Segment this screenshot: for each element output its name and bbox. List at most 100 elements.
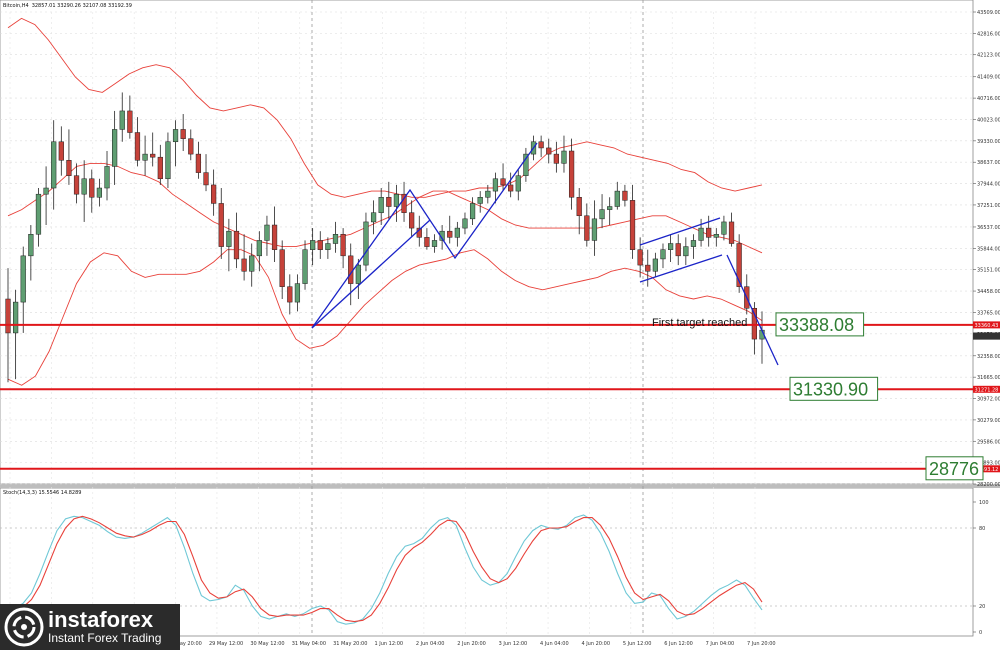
stoch-tick-label: 20 — [979, 604, 985, 610]
candle — [728, 212, 735, 247]
candle — [485, 184, 491, 204]
candle — [447, 215, 453, 244]
candle — [43, 166, 49, 226]
candle-body — [523, 153, 529, 176]
candle-body — [515, 175, 521, 192]
candle — [150, 132, 156, 167]
pattern-line — [311, 219, 431, 329]
time-tick-label: 30 May 12:00 — [250, 641, 284, 647]
candle — [172, 120, 179, 167]
candle-body — [5, 298, 11, 334]
pattern-line — [639, 254, 723, 283]
price-tick-label: 32358.00 — [977, 354, 1000, 360]
time-tick-label: 7 Jun 04:00 — [706, 641, 735, 647]
time-tick-label: 2 Jun 04:00 — [416, 641, 445, 647]
candle — [279, 240, 285, 300]
price-tick-label: 28893.00 — [977, 461, 1000, 467]
candle — [73, 163, 80, 204]
price-tick-label: 35151.00 — [977, 268, 1000, 274]
candle-body — [424, 237, 430, 247]
candle-body — [386, 197, 392, 207]
candle — [645, 249, 651, 287]
candle-body — [119, 110, 125, 130]
price-tick-label: 28200.00 — [977, 482, 1000, 488]
candle-body — [127, 110, 133, 133]
candle — [271, 206, 278, 263]
candle-body — [599, 209, 605, 220]
price-tick-label: 41409.00 — [977, 75, 1000, 81]
candle — [546, 138, 552, 164]
candle — [157, 144, 163, 185]
time-tick-label: 28 May 20:00 — [168, 641, 202, 647]
candle — [584, 203, 590, 247]
candle — [340, 228, 346, 269]
candle — [409, 200, 415, 238]
target-label-box — [775, 312, 865, 337]
candle — [386, 181, 392, 219]
candle-body — [89, 178, 95, 198]
price-level-box-label: 33360.43 — [975, 323, 999, 329]
candle-body — [683, 246, 689, 257]
candle-body — [629, 200, 636, 250]
candle — [211, 169, 217, 216]
candle-body — [363, 221, 369, 266]
candle — [332, 221, 339, 253]
candle-body — [447, 230, 453, 238]
price-tick-label: 29586.00 — [977, 439, 1000, 445]
candle-body — [667, 243, 674, 250]
candle-body — [165, 141, 171, 180]
candle-body — [73, 175, 80, 195]
candle — [180, 114, 186, 152]
candle — [203, 154, 209, 192]
candle-body — [195, 153, 202, 173]
candle — [660, 243, 666, 269]
candle — [20, 246, 26, 333]
candle — [249, 243, 255, 287]
price-tick-label: 36537.00 — [977, 225, 1000, 231]
candle-body — [249, 255, 255, 272]
candle — [698, 218, 704, 247]
price-tick-label: 35844.00 — [977, 246, 1000, 252]
symbol-header: Bitcoin,H4 32857.01 33290.26 32107.08 331… — [3, 3, 132, 9]
price-tick-label: 34458.00 — [977, 289, 1000, 295]
candle-body — [355, 264, 361, 284]
candle-body — [43, 187, 49, 195]
candle-body — [150, 153, 156, 158]
candle-body — [698, 227, 704, 241]
candle-body — [492, 178, 499, 192]
candle — [89, 169, 95, 213]
candle — [241, 234, 247, 281]
bollinger-upper — [7, 17, 763, 198]
candle — [51, 120, 57, 210]
candle — [401, 181, 407, 222]
price-tick-label: 33765.00 — [977, 310, 1000, 316]
time-tick-label: 5 Jun 12:00 — [623, 641, 652, 647]
target-label-text: 31330.90 — [793, 379, 868, 399]
candle — [591, 200, 598, 256]
candle — [515, 169, 521, 201]
logo-mark-icon — [4, 607, 44, 647]
candle-body — [332, 234, 339, 244]
candle — [302, 240, 308, 290]
candle — [508, 172, 514, 198]
candle-body — [112, 129, 118, 167]
candle-body — [180, 129, 186, 139]
candle — [134, 117, 141, 167]
candle-body — [393, 193, 400, 207]
candle — [713, 228, 719, 247]
candle — [96, 178, 103, 207]
price-tick-label: 31665.00 — [977, 375, 1000, 381]
candle-body — [203, 172, 209, 186]
candle-body — [485, 190, 491, 198]
candle-body — [652, 258, 658, 272]
candle-body — [546, 147, 552, 155]
candle-body — [233, 230, 240, 260]
candle — [218, 188, 224, 259]
candle-body — [142, 153, 148, 161]
candle — [553, 141, 559, 173]
candle-body — [310, 240, 316, 250]
price-tick-label: 37944.00 — [977, 182, 1000, 188]
stoch-signal-line — [5, 515, 763, 623]
candle-body — [584, 215, 590, 241]
candle — [469, 197, 476, 226]
